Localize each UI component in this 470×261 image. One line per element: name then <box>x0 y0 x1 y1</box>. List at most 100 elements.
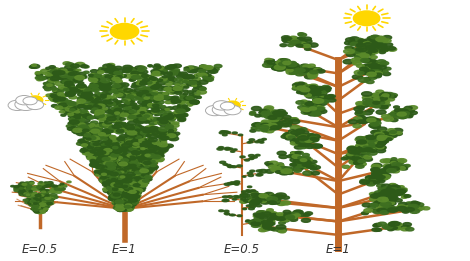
Ellipse shape <box>40 205 45 206</box>
Ellipse shape <box>129 195 135 198</box>
Ellipse shape <box>67 102 76 105</box>
Ellipse shape <box>267 222 275 226</box>
Ellipse shape <box>101 85 108 88</box>
Ellipse shape <box>393 128 403 133</box>
Ellipse shape <box>70 120 78 124</box>
Ellipse shape <box>133 106 139 109</box>
Ellipse shape <box>250 170 255 172</box>
Ellipse shape <box>38 209 41 210</box>
Ellipse shape <box>120 207 125 209</box>
Ellipse shape <box>91 110 98 113</box>
Ellipse shape <box>94 123 104 127</box>
Ellipse shape <box>192 91 201 95</box>
Ellipse shape <box>84 115 93 119</box>
Ellipse shape <box>310 160 317 163</box>
Ellipse shape <box>128 174 134 177</box>
Ellipse shape <box>278 64 288 68</box>
Ellipse shape <box>120 189 128 193</box>
Ellipse shape <box>28 202 33 204</box>
Ellipse shape <box>303 44 311 48</box>
Ellipse shape <box>114 183 122 187</box>
Ellipse shape <box>376 101 385 104</box>
Ellipse shape <box>45 203 49 205</box>
Ellipse shape <box>353 117 362 121</box>
Ellipse shape <box>71 69 78 72</box>
Ellipse shape <box>109 163 114 165</box>
Ellipse shape <box>49 191 55 193</box>
Ellipse shape <box>102 179 108 182</box>
Ellipse shape <box>76 109 81 112</box>
Ellipse shape <box>222 199 228 202</box>
Ellipse shape <box>172 88 178 91</box>
Ellipse shape <box>115 171 123 175</box>
Circle shape <box>15 98 37 110</box>
Ellipse shape <box>85 138 92 140</box>
Ellipse shape <box>296 161 305 164</box>
Ellipse shape <box>89 73 99 78</box>
Ellipse shape <box>192 76 197 79</box>
Ellipse shape <box>226 132 231 134</box>
Ellipse shape <box>101 171 110 175</box>
Ellipse shape <box>43 209 47 210</box>
Ellipse shape <box>125 159 130 162</box>
Ellipse shape <box>258 222 266 226</box>
Ellipse shape <box>123 195 129 197</box>
Ellipse shape <box>370 194 380 198</box>
Ellipse shape <box>100 105 105 107</box>
Ellipse shape <box>118 181 123 184</box>
Ellipse shape <box>293 166 303 171</box>
Ellipse shape <box>87 156 95 160</box>
Ellipse shape <box>274 61 282 64</box>
Ellipse shape <box>113 188 118 190</box>
Ellipse shape <box>26 199 31 201</box>
Ellipse shape <box>119 105 124 107</box>
Ellipse shape <box>384 104 391 106</box>
Ellipse shape <box>101 114 110 118</box>
Ellipse shape <box>129 110 136 113</box>
Ellipse shape <box>125 200 131 202</box>
Ellipse shape <box>35 198 40 200</box>
Ellipse shape <box>274 116 283 120</box>
Ellipse shape <box>67 87 72 89</box>
Ellipse shape <box>406 208 413 211</box>
Ellipse shape <box>46 67 51 69</box>
Ellipse shape <box>112 152 119 155</box>
Ellipse shape <box>139 186 146 188</box>
Ellipse shape <box>61 188 64 190</box>
Ellipse shape <box>103 124 109 126</box>
Ellipse shape <box>92 163 100 167</box>
Ellipse shape <box>58 97 65 100</box>
Ellipse shape <box>202 72 208 75</box>
Ellipse shape <box>314 68 321 71</box>
Ellipse shape <box>107 149 116 153</box>
Ellipse shape <box>122 200 129 203</box>
Ellipse shape <box>268 64 276 67</box>
Ellipse shape <box>252 220 261 223</box>
Ellipse shape <box>371 97 380 101</box>
Ellipse shape <box>368 142 376 145</box>
Ellipse shape <box>290 163 297 166</box>
Ellipse shape <box>107 166 111 169</box>
Ellipse shape <box>279 222 285 224</box>
Ellipse shape <box>103 189 111 193</box>
Ellipse shape <box>53 89 62 93</box>
Ellipse shape <box>89 149 96 151</box>
Ellipse shape <box>118 201 126 204</box>
Ellipse shape <box>143 100 152 103</box>
Ellipse shape <box>252 220 257 222</box>
Ellipse shape <box>304 110 311 114</box>
Ellipse shape <box>375 100 384 104</box>
Ellipse shape <box>164 73 172 76</box>
Ellipse shape <box>48 83 55 86</box>
Ellipse shape <box>262 198 269 201</box>
Ellipse shape <box>393 192 403 195</box>
Ellipse shape <box>132 168 140 171</box>
Ellipse shape <box>249 207 254 210</box>
Ellipse shape <box>153 100 158 102</box>
Ellipse shape <box>362 55 368 58</box>
Ellipse shape <box>116 194 125 198</box>
Ellipse shape <box>380 190 386 193</box>
Ellipse shape <box>39 185 43 187</box>
Ellipse shape <box>171 90 179 93</box>
Ellipse shape <box>127 194 132 196</box>
